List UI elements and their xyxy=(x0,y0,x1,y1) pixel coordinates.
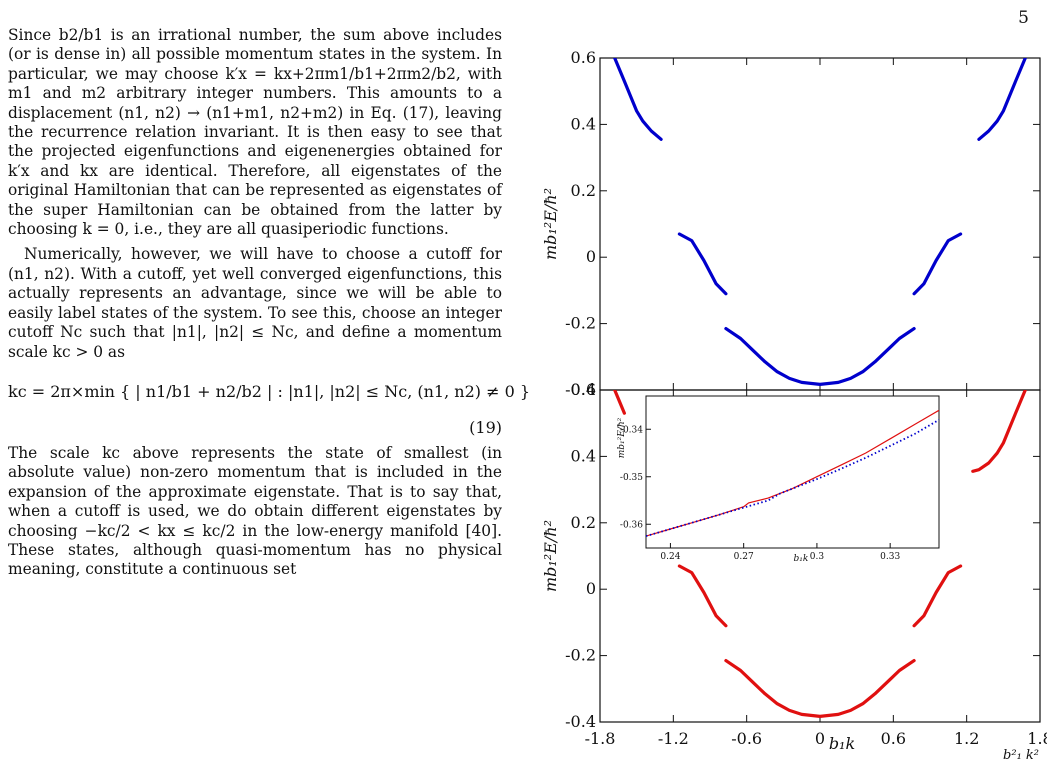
xtick-label: -1.8 xyxy=(585,729,616,748)
top-panel: 0.6 0.4 0.2 0 -0.2 -0.4 mb₁²E/ħ² xyxy=(541,50,1041,399)
xtick-label: 1.8 xyxy=(1027,729,1047,748)
inset-xlabel: b₁k xyxy=(794,554,809,564)
top-band-segment xyxy=(977,58,1027,141)
bottom-ytick-label: 0.2 xyxy=(571,513,596,532)
bottom-series xyxy=(613,390,1027,718)
xtick-label: 0 xyxy=(815,729,825,748)
top-ytick-label: 0.2 xyxy=(571,181,596,200)
xlabel: b₁k xyxy=(829,734,855,753)
body-text-column: Since b2/b1 is an irrational number, the… xyxy=(8,26,530,580)
equation-19: kc = 2π×min { | n1/b1 + n2/b2 | : |n1|, … xyxy=(8,374,530,440)
figure-svg: 0.6 0.4 0.2 0 -0.2 -0.4 mb₁²E/ħ² 0.6 0.4 0.2 0 -0.2… xyxy=(541,50,1047,753)
bottom-ytick-label: -0.4 xyxy=(565,712,596,731)
xtick-label: -1.2 xyxy=(658,729,689,748)
top-band-segment xyxy=(677,232,728,296)
top-ytick-label: -0.4 xyxy=(565,380,596,399)
top-ytick-label: -0.2 xyxy=(565,314,596,333)
dispersion-figure: 0.6 0.4 0.2 0 -0.2 -0.4 mb₁²E/ħ² 0.6 0.4 0.2 0 -0.2… xyxy=(540,50,1047,763)
inset-ylabel: mb₁²E/ħ² xyxy=(617,417,627,458)
top-series xyxy=(613,58,1027,386)
bottom-band-segment xyxy=(613,390,626,415)
bottom-band-segment xyxy=(971,390,1027,473)
bottom-band-segment xyxy=(677,564,728,628)
xtick-label: 1.2 xyxy=(954,729,979,748)
bottom-band-segment xyxy=(724,659,916,718)
inset-ytick-label: -0.34 xyxy=(620,425,643,435)
xtick-label: 0.6 xyxy=(881,729,906,748)
bottom-ytick-label: -0.2 xyxy=(565,646,596,665)
bottom-caption: b²₁ k² xyxy=(1003,748,1039,763)
inset-ytick-label: -0.36 xyxy=(620,520,643,530)
inset-xtick-label: 0.27 xyxy=(734,552,754,562)
top-band-segment xyxy=(613,58,663,141)
paragraph-2: Numerically, however, we will have to ch… xyxy=(8,245,502,361)
bottom-ytick-label: 0.4 xyxy=(571,446,596,465)
top-ytick-label: 0 xyxy=(586,247,596,266)
bottom-ylabel: mb₁²E/ħ² xyxy=(541,520,560,592)
inset-dotted-line xyxy=(646,419,939,537)
inset-frame xyxy=(645,395,940,549)
inset-xtick-label: 0.33 xyxy=(880,552,900,562)
equation-number: (19) xyxy=(469,417,502,437)
inset-xtick-label: 0.3 xyxy=(810,552,825,562)
top-band-segment xyxy=(912,232,963,296)
page-number: 5 xyxy=(1018,8,1029,28)
bottom-ytick-label: 0.6 xyxy=(571,380,596,399)
paragraph-3: The scale kc above represents the state … xyxy=(8,443,502,579)
equation-body: kc = 2π×min { | n1/b1 + n2/b2 | : |n1|, … xyxy=(8,381,531,401)
paragraph-1: Since b2/b1 is an irrational number, the… xyxy=(8,26,502,239)
top-frame xyxy=(599,57,1041,391)
bottom-ytick-label: 0 xyxy=(586,579,596,598)
inset-ytick-label: -0.35 xyxy=(620,473,643,483)
xtick-label: -0.6 xyxy=(731,729,762,748)
bottom-band-segment xyxy=(912,564,963,628)
top-ylabel: mb₁²E/ħ² xyxy=(541,188,560,260)
inset-xtick-label: 0.24 xyxy=(660,552,680,562)
top-ytick-label: 0.6 xyxy=(571,50,596,67)
top-ytick-label: 0.4 xyxy=(571,114,596,133)
bottom-panel: 0.60.40.20-0.2-0.4-1.8-1.2-0.600.61.21.8… xyxy=(541,380,1047,748)
inset-panel: -0.34 -0.35 -0.36 0.24 0.27 0.3 0.33 mb₁²E/ħ² b₁… xyxy=(617,395,940,564)
top-band-segment xyxy=(724,327,916,386)
inset-series xyxy=(646,409,939,537)
